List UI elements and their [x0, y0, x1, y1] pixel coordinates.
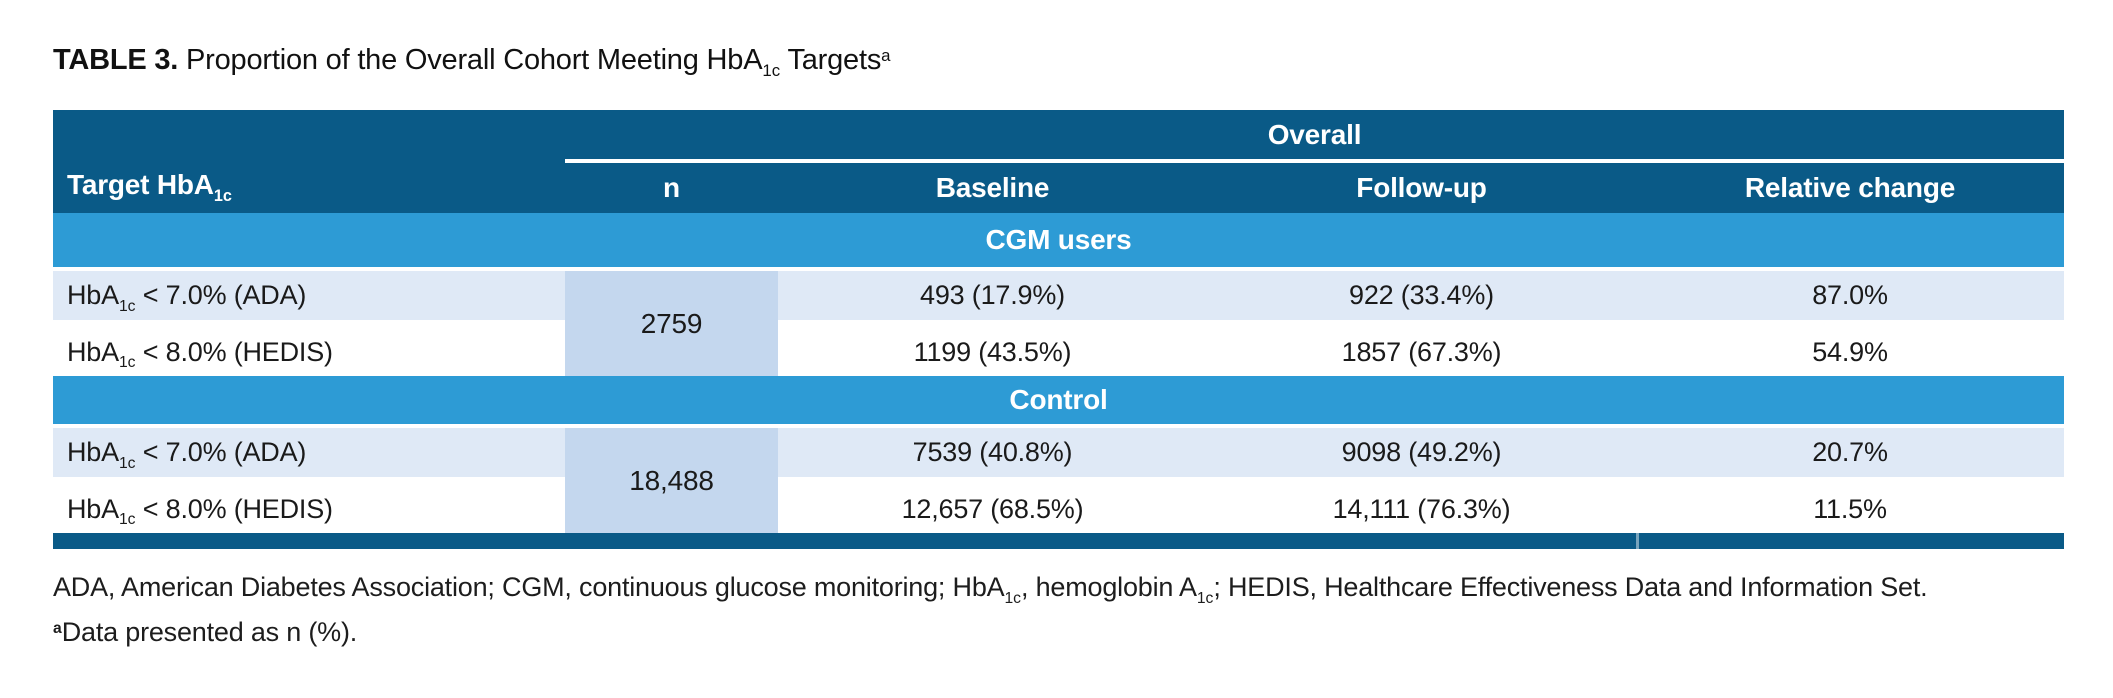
- col-header-relative-change: Relative change: [1744, 172, 1956, 203]
- relative-change-value: 87.0%: [1812, 280, 1888, 310]
- section-cgm-users: HbA1c < 7.0% (ADA) 493 (17.9%) 922 (33.4…: [53, 267, 2064, 376]
- data-presentation-footnote: aData presented as n (%).: [53, 617, 358, 647]
- followup-value: 9098 (49.2%): [1341, 437, 1502, 467]
- table-row: HbA1c < 7.0% (ADA) 7539 (40.8%) 9098 (49…: [53, 428, 2064, 477]
- row-label: HbA1c < 7.0% (ADA): [67, 437, 307, 472]
- baseline-value: 12,657 (68.5%): [901, 493, 1084, 524]
- column-headers-row: n Baseline Follow-up Relative change: [565, 163, 2064, 213]
- relative-change-value: 20.7%: [1812, 437, 1888, 467]
- baseline-value: 1199 (43.5%): [913, 336, 1072, 367]
- col-header-target: Target HbA1c: [53, 110, 565, 213]
- section-header-cgm-users: CGM users: [53, 213, 2064, 267]
- followup-value: 1857 (67.3%): [1341, 336, 1502, 367]
- section-header-control: Control: [53, 376, 2064, 424]
- row-label: HbA1c < 7.0% (ADA): [67, 280, 307, 315]
- data-table: Target HbA1c Overall n Baseline Follow-u…: [53, 110, 2064, 549]
- n-merged-cell: 2759: [565, 271, 778, 376]
- row-label: HbA1c < 8.0% (HEDIS): [67, 493, 333, 529]
- col-header-followup: Follow-up: [1356, 172, 1487, 203]
- row-label: HbA1c < 8.0% (HEDIS): [67, 336, 333, 372]
- relative-change-value: 54.9%: [1812, 336, 1888, 367]
- col-group-overall: Overall n Baseline Follow-up Relative ch…: [565, 110, 2064, 213]
- table-row: HbA1c < 8.0% (HEDIS) 1199 (43.5%) 1857 (…: [53, 328, 2064, 376]
- table-bottom-rule: [53, 533, 2064, 549]
- table-row: HbA1c < 7.0% (ADA) 493 (17.9%) 922 (33.4…: [53, 271, 2064, 320]
- col-group-overall-label: Overall: [565, 110, 2064, 163]
- section-control: HbA1c < 7.0% (ADA) 7539 (40.8%) 9098 (49…: [53, 424, 2064, 533]
- footnotes: ADA, American Diabetes Association; CGM,…: [53, 567, 1928, 657]
- table-number-label: TABLE 3.: [53, 44, 179, 76]
- abbreviations-footnote: ADA, American Diabetes Association; CGM,…: [53, 572, 1928, 607]
- row-separator: [53, 424, 2064, 428]
- n-merged-cell: 18,488: [565, 428, 778, 533]
- row-separator: [53, 320, 2064, 328]
- bottom-rule-divider: [1636, 533, 1639, 549]
- table-title-text: Proportion of the Overall Cohort Meeting…: [178, 44, 763, 76]
- title-footnote-marker: a: [881, 45, 891, 65]
- relative-change-value: 11.5%: [1813, 493, 1887, 524]
- col-header-baseline: Baseline: [935, 172, 1050, 203]
- col-header-target-label: Target HbA1c: [67, 169, 232, 205]
- col-header-n: n: [663, 172, 680, 203]
- followup-value: 14,111 (76.3%): [1332, 493, 1511, 524]
- table-header: Target HbA1c Overall n Baseline Follow-u…: [53, 110, 2064, 213]
- baseline-value: 493 (17.9%): [920, 280, 1065, 310]
- followup-value: 922 (33.4%): [1349, 280, 1494, 310]
- table-row: HbA1c < 8.0% (HEDIS) 12,657 (68.5%) 14,1…: [53, 485, 2064, 533]
- table-title: TABLE 3. Proportion of the Overall Cohor…: [53, 42, 891, 82]
- baseline-value: 7539 (40.8%): [912, 437, 1073, 467]
- table-title-text-end: Targets: [780, 44, 882, 76]
- row-separator: [53, 477, 2064, 485]
- title-subscript: 1c: [762, 61, 781, 81]
- footnote-marker: a: [53, 620, 62, 638]
- row-separator: [53, 267, 2064, 271]
